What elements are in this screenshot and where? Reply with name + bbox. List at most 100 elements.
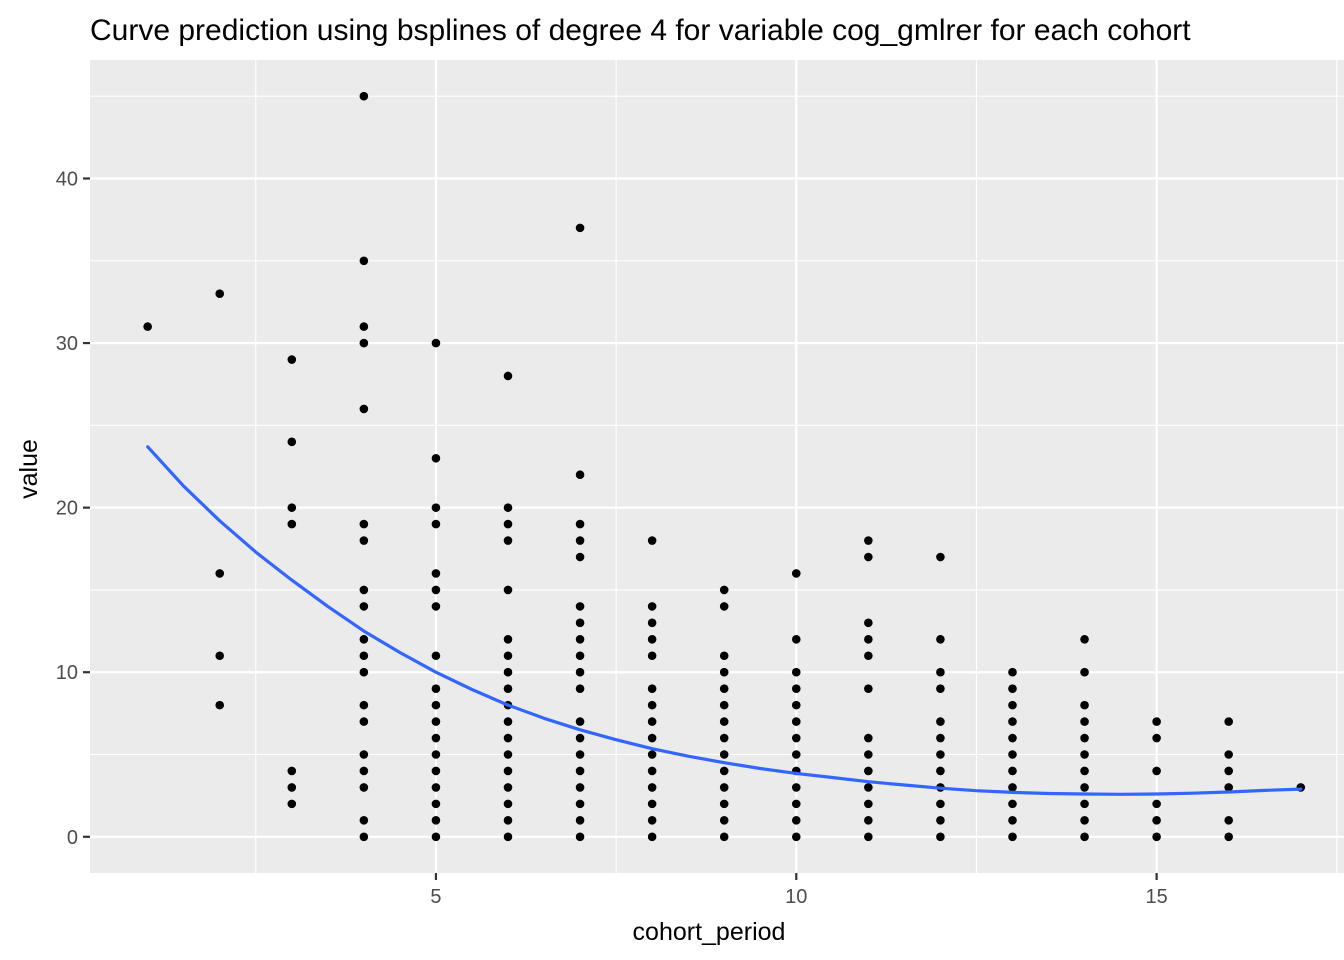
data-point (431, 519, 441, 529)
data-point (359, 783, 369, 792)
data-point (647, 799, 657, 809)
data-point (1008, 799, 1017, 809)
data-point (1008, 717, 1017, 726)
data-point (791, 569, 801, 578)
x-tick-label: 10 (785, 886, 807, 908)
data-point (503, 816, 513, 825)
minor-gridlines (90, 60, 1344, 873)
chart-title: Curve prediction using bsplines of degre… (90, 14, 1191, 47)
data-point (431, 700, 441, 710)
data-point (1008, 667, 1017, 677)
data-point (575, 552, 585, 562)
data-point (1008, 684, 1017, 693)
data-point (359, 91, 369, 101)
data-point (936, 552, 945, 562)
data-point (1080, 816, 1089, 825)
data-point (791, 750, 801, 759)
data-point (791, 684, 801, 693)
data-point (431, 569, 441, 578)
data-point (1008, 816, 1017, 825)
data-point (864, 618, 873, 628)
data-point (864, 552, 873, 562)
data-point (503, 750, 513, 759)
data-point (431, 585, 441, 595)
data-point (647, 783, 657, 792)
data-point (719, 585, 729, 595)
data-point (575, 536, 585, 545)
data-point (1008, 832, 1017, 842)
data-point (719, 651, 729, 661)
data-point (1008, 783, 1017, 792)
y-axis: 0 10 20 30 40 (56, 168, 90, 849)
data-point (575, 602, 585, 611)
data-point (936, 733, 945, 743)
data-point (647, 635, 657, 644)
data-point (503, 717, 513, 726)
data-point (864, 799, 873, 809)
data-point (1080, 766, 1089, 776)
data-point (1152, 733, 1161, 743)
data-point (1080, 733, 1089, 743)
data-point (575, 750, 585, 759)
data-point (936, 717, 945, 726)
data-point (575, 618, 585, 628)
y-tick-label: 0 (67, 827, 78, 849)
data-point (503, 733, 513, 743)
data-point (215, 289, 225, 298)
data-point (936, 667, 945, 677)
data-point (936, 816, 945, 825)
data-point (431, 832, 441, 842)
y-tick-label: 10 (56, 662, 78, 684)
data-point (431, 338, 441, 348)
data-point (575, 717, 585, 726)
data-point (431, 750, 441, 759)
data-point (503, 832, 513, 842)
data-point (647, 536, 657, 545)
data-point (359, 536, 369, 545)
data-point (359, 766, 369, 776)
data-point (143, 322, 152, 331)
data-point (1224, 750, 1233, 759)
data-point (791, 783, 801, 792)
data-point (359, 816, 369, 825)
data-point (575, 684, 585, 693)
data-point (864, 750, 873, 759)
data-point (359, 717, 369, 726)
data-point (719, 684, 729, 693)
data-point (359, 750, 369, 759)
data-point (1224, 717, 1233, 726)
data-point (575, 635, 585, 644)
data-point (864, 651, 873, 661)
data-point (647, 766, 657, 776)
data-point (287, 766, 297, 776)
data-point (503, 667, 513, 677)
data-point (719, 832, 729, 842)
data-point (359, 635, 369, 644)
data-point (1080, 717, 1089, 726)
data-point (719, 717, 729, 726)
y-tick-label: 30 (56, 333, 78, 355)
data-point (359, 602, 369, 611)
data-point (359, 651, 369, 661)
data-point (287, 503, 297, 512)
data-point (936, 766, 945, 776)
data-point (791, 799, 801, 809)
data-point (791, 667, 801, 677)
data-point (287, 355, 297, 364)
data-point (575, 519, 585, 529)
data-point (431, 684, 441, 693)
data-point (791, 700, 801, 710)
data-point (359, 338, 369, 348)
data-point (287, 799, 297, 809)
data-point (1080, 783, 1089, 792)
data-point (936, 832, 945, 842)
data-point (719, 700, 729, 710)
data-point (575, 733, 585, 743)
data-point (503, 799, 513, 809)
data-point (431, 783, 441, 792)
x-axis-title: cohort_period (633, 918, 786, 946)
data-point (431, 717, 441, 726)
data-point (864, 766, 873, 776)
data-point (719, 783, 729, 792)
